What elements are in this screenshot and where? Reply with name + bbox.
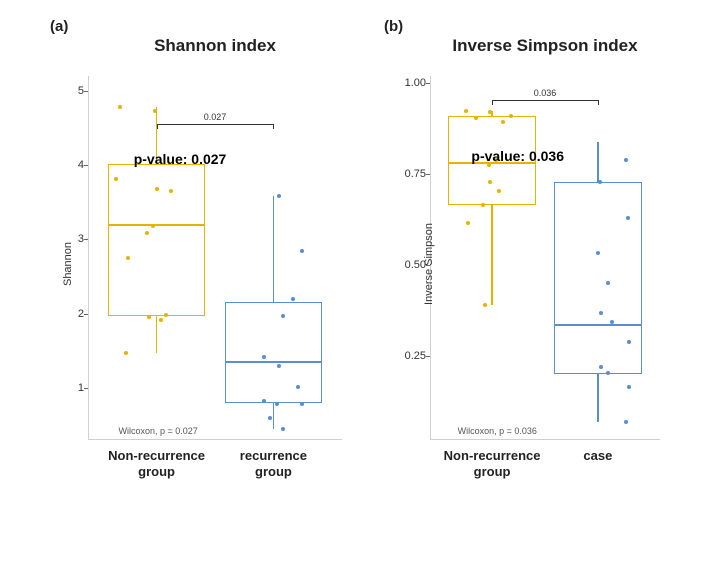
panel-label-a: (a) <box>50 18 68 35</box>
figure: (a) Shannon index 12345Non-recurrencegroup… <box>0 0 728 574</box>
chart-title-a: Shannon index <box>88 36 342 56</box>
y-axis-label-a: Shannon <box>62 242 74 286</box>
x-category-label: Non-recurrencegroup <box>98 440 215 479</box>
wilcoxon-note-a: Wilcoxon, p = 0.027 <box>118 426 197 436</box>
pvalue-annotation-b: p-value: 0.036 <box>471 148 564 164</box>
wilcoxon-note-b: Wilcoxon, p = 0.036 <box>458 426 537 436</box>
chart-title-b: Inverse Simpson index <box>420 36 670 56</box>
y-axis-label-b: Inverse Simpson <box>423 223 435 305</box>
significance-bracket: 0.036 <box>430 76 660 440</box>
x-category-label: Non-recurrencegroup <box>438 440 545 479</box>
plot-area-b: 0.250.500.751.00Non-recurrencegroupcase0… <box>430 76 660 440</box>
x-category-label: case <box>544 440 651 464</box>
x-category-label: recurrencegroup <box>215 440 332 479</box>
bracket-pvalue: 0.036 <box>534 88 557 100</box>
bracket-pvalue: 0.027 <box>204 112 227 124</box>
pvalue-annotation-a: p-value: 0.027 <box>134 151 227 167</box>
panel-label-b: (b) <box>384 18 403 35</box>
plot-area-a: 12345Non-recurrencegrouprecurrencegroup0… <box>88 76 342 440</box>
significance-bracket: 0.027 <box>88 76 342 440</box>
